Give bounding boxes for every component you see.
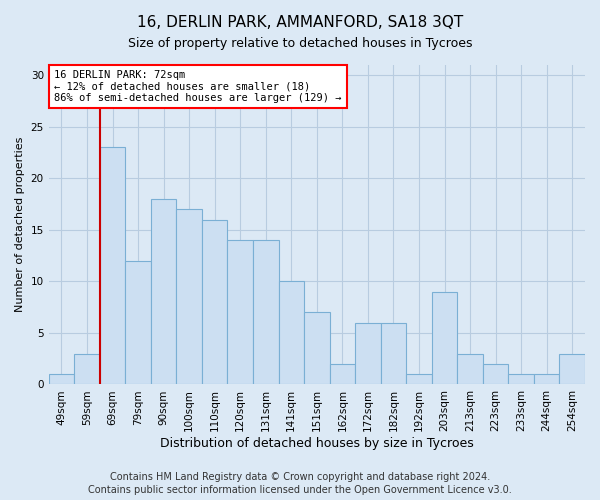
Bar <box>176 210 202 384</box>
Bar <box>151 199 176 384</box>
Bar <box>202 220 227 384</box>
Bar <box>100 148 125 384</box>
Text: Contains public sector information licensed under the Open Government Licence v3: Contains public sector information licen… <box>88 485 512 495</box>
Bar <box>432 292 457 384</box>
Bar <box>534 374 559 384</box>
X-axis label: Distribution of detached houses by size in Tycroes: Distribution of detached houses by size … <box>160 437 474 450</box>
Bar <box>125 261 151 384</box>
Bar <box>457 354 483 384</box>
Bar <box>227 240 253 384</box>
Bar <box>74 354 100 384</box>
Bar <box>406 374 432 384</box>
Text: 16, DERLIN PARK, AMMANFORD, SA18 3QT: 16, DERLIN PARK, AMMANFORD, SA18 3QT <box>137 15 463 30</box>
Bar <box>483 364 508 384</box>
Bar <box>49 374 74 384</box>
Bar <box>329 364 355 384</box>
Bar <box>304 312 329 384</box>
Bar <box>559 354 585 384</box>
Bar <box>380 322 406 384</box>
Bar <box>355 322 380 384</box>
Text: Contains HM Land Registry data © Crown copyright and database right 2024.: Contains HM Land Registry data © Crown c… <box>110 472 490 482</box>
Text: Size of property relative to detached houses in Tycroes: Size of property relative to detached ho… <box>128 38 472 51</box>
Bar <box>278 282 304 385</box>
Bar <box>508 374 534 384</box>
Y-axis label: Number of detached properties: Number of detached properties <box>15 137 25 312</box>
Bar <box>253 240 278 384</box>
Text: 16 DERLIN PARK: 72sqm
← 12% of detached houses are smaller (18)
86% of semi-deta: 16 DERLIN PARK: 72sqm ← 12% of detached … <box>54 70 341 103</box>
